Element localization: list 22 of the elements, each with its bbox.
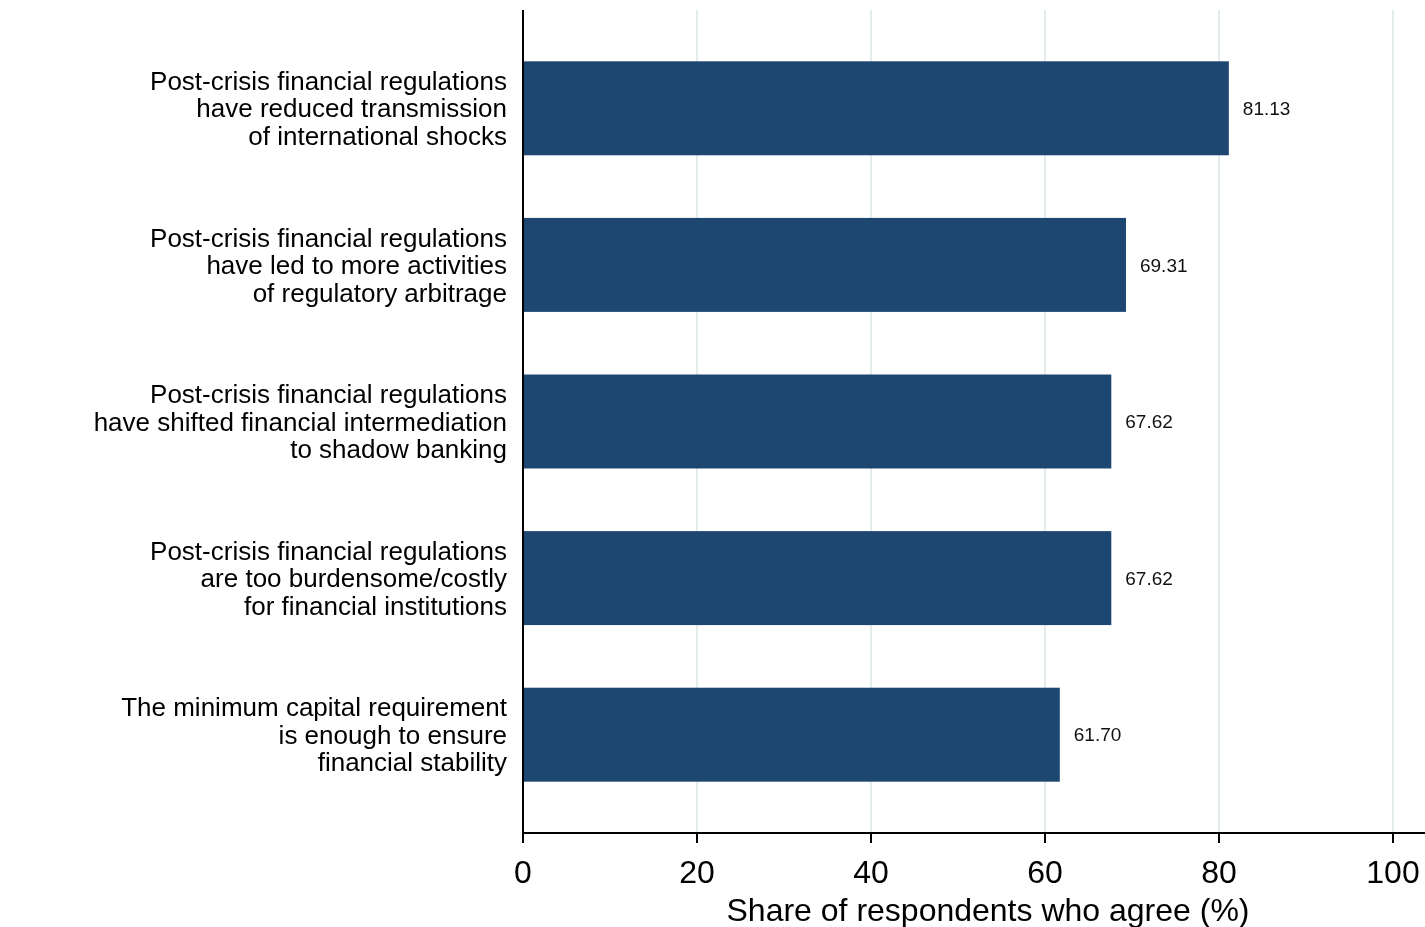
data-label: 67.62 [1125,411,1173,433]
x-tick-label: 20 [679,854,715,890]
data-label: 67.62 [1125,567,1173,589]
x-tick-label: 60 [1027,854,1063,890]
data-label: 81.13 [1242,97,1291,119]
data-label: 69.31 [1140,254,1188,276]
x-tick-label: 100 [1366,854,1420,890]
y-tick-label: The minimum capital requirement is enough to ensure financial stability [121,692,508,778]
y-tick-label: Post-crisis financial regulations are too burdensome/costly for financial institutions [150,535,507,621]
bar [523,61,1229,156]
bar [523,531,1112,626]
y-tick-label: Post-crisis financial regulations have led to more activities of regulatory arbitrage [150,222,507,308]
data-label: 61.70 [1073,724,1122,746]
x-axis-title: Share of respondents who agree (%) [726,892,1250,927]
bar [523,687,1060,782]
y-tick-label: Post-crisis financial regulations have shifted financial intermediation to shadow banking [93,379,507,465]
y-tick-label: Post-crisis financial regulations have reduced transmission of international shocks [150,65,507,151]
x-tick-label: 0 [514,854,532,890]
x-tick-label: 80 [1201,854,1237,890]
bar [523,374,1112,469]
x-tick-label: 40 [853,854,889,890]
bar [523,217,1126,312]
